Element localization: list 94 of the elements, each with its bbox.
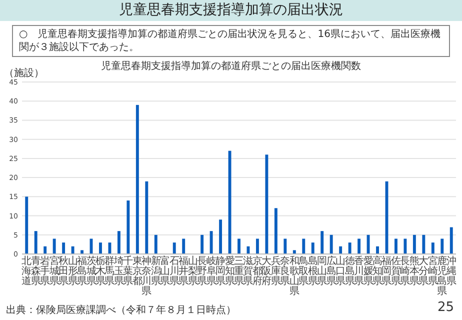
bar	[358, 238, 361, 254]
bar	[210, 231, 213, 254]
bar	[145, 181, 148, 254]
x-tick-label: 大阪府	[262, 256, 272, 287]
x-tick-label: 秋田県	[58, 256, 69, 287]
bar	[34, 231, 38, 254]
bar	[44, 246, 47, 254]
bar	[311, 242, 314, 254]
x-tick-label: 石川県	[169, 256, 180, 287]
bar	[376, 246, 379, 254]
x-tick-label: 静岡県	[216, 256, 226, 287]
x-tick-label: 岩手県	[40, 256, 50, 287]
x-tick-label: 岐阜県	[206, 256, 216, 287]
bar	[80, 250, 84, 254]
bar	[117, 231, 120, 254]
x-tick-label: 岡山県	[317, 256, 328, 287]
x-tick-label: 兵庫県	[270, 256, 281, 287]
bar	[348, 242, 352, 254]
bar	[200, 234, 204, 254]
bar	[219, 220, 222, 254]
bar	[422, 234, 426, 254]
x-tick-label: 京都府	[252, 256, 262, 287]
x-tick-label: 埼玉県	[114, 256, 124, 287]
bar	[265, 154, 268, 254]
bar	[154, 234, 158, 254]
bar	[450, 227, 453, 254]
x-tick-label: 高知県	[372, 256, 382, 287]
bar	[99, 242, 102, 254]
bar	[136, 104, 139, 254]
text: ○ 児童思春期支援指導加算の都道府県ごとの届出状況を見ると、16県において、届出医療機関が３施設以下であった。	[12, 25, 450, 57]
bar	[71, 246, 74, 254]
x-tick-label: 山形県	[68, 256, 78, 287]
x-tick-label: 栃木県	[95, 256, 106, 287]
x-tick-label: 広島県	[326, 256, 336, 287]
bar	[238, 238, 240, 254]
bar	[330, 234, 333, 254]
x-tick-label: 長野県	[197, 256, 208, 287]
x-tick-label: 熊本県	[409, 256, 420, 287]
x-tick-label: 山梨県	[188, 256, 198, 287]
bar	[431, 242, 434, 254]
x-tick-label: 佐賀県	[390, 256, 401, 287]
text: 児童思春期支援指導加算の届出状況	[0, 0, 462, 21]
x-tick-label: 徳島県	[344, 256, 355, 287]
x-tick-label: 香川県	[354, 256, 364, 287]
x-tick-label: 宮崎県	[428, 256, 438, 287]
bar	[302, 238, 306, 254]
x-tick-label: 大分県	[418, 256, 429, 287]
x-tick-label: 福岡県	[382, 256, 392, 287]
bar	[182, 238, 186, 254]
x-tick-label: 滋賀県	[243, 256, 254, 287]
x-tick-label: 鳥取県	[298, 256, 309, 287]
bar	[108, 242, 112, 254]
x-tick-label: 愛知県	[224, 256, 235, 287]
x-tick-label: 富山県	[160, 256, 170, 287]
bar	[172, 242, 176, 254]
bar	[320, 231, 324, 254]
x-tick-label: 東京都	[132, 256, 142, 287]
x-tick-label: 鹿児島県	[437, 256, 448, 297]
source-note: 出典：保険局医療課調べ（令和７年８月１日時点）	[6, 304, 236, 317]
chart-title: 児童思春期支援指導加算の都道府県ごとの届出医療機関数	[101, 61, 361, 72]
bar	[440, 238, 444, 254]
x-tick-label: 神奈川県	[142, 256, 152, 297]
bar	[256, 238, 259, 254]
x-tick-label: 北海道	[22, 256, 32, 287]
x-tick-label: 長崎県	[400, 256, 410, 287]
x-tick-label: 沖縄県	[446, 256, 456, 287]
bar	[339, 246, 342, 254]
x-tick-label: 愛媛県	[363, 256, 374, 287]
x-tick-label: 奈良県	[280, 256, 290, 287]
x-tick-label: 群馬県	[104, 256, 115, 287]
text: 25	[437, 300, 454, 315]
bar	[404, 238, 407, 254]
bar	[126, 200, 130, 254]
x-tick-label: 福島県	[77, 256, 88, 287]
x-tick-label: 宮城県	[49, 256, 60, 287]
x-tick-label: 和歌山県	[289, 256, 300, 297]
y-axis-title: （施設）	[4, 66, 44, 79]
x-tick-label: 三重県	[234, 256, 244, 287]
bar	[25, 196, 28, 254]
bar	[284, 238, 287, 254]
bar	[274, 208, 278, 254]
x-tick-label: 福井県	[178, 256, 189, 287]
x-tick-label: 山口県	[336, 256, 346, 287]
bar	[366, 234, 370, 254]
bar	[292, 250, 296, 254]
bar	[394, 238, 398, 254]
bar	[52, 238, 56, 254]
x-tick-label: 青森県	[30, 256, 41, 287]
bar	[412, 234, 416, 254]
x-tick-label: 新潟県	[150, 256, 161, 287]
bar	[62, 242, 66, 254]
x-tick-label: 島根県	[308, 256, 318, 287]
x-tick-label: 茨城県	[86, 256, 96, 287]
x-tick-label: 千葉県	[123, 256, 134, 287]
